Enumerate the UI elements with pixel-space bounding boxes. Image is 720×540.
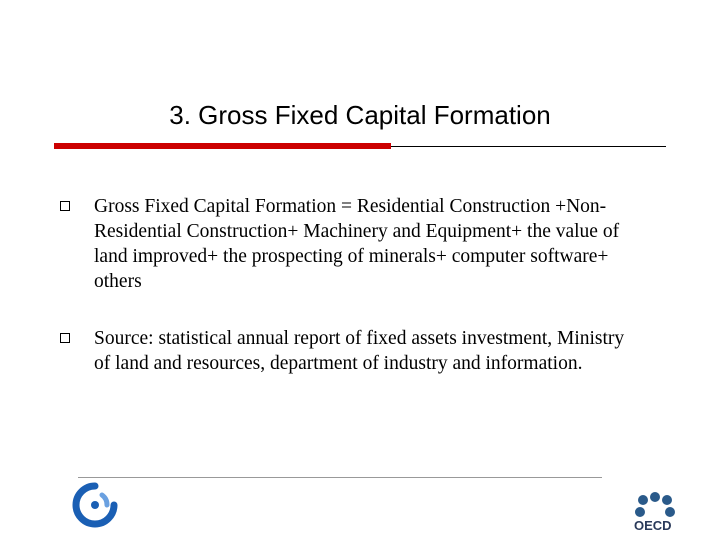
title-underline (54, 143, 666, 149)
bullet-text: Source: statistical annual report of fix… (94, 327, 640, 377)
slide-container: 3. Gross Fixed Capital Formation Gross F… (0, 0, 720, 540)
content-area: Gross Fixed Capital Formation = Resident… (0, 149, 720, 377)
square-bullet-icon (60, 201, 70, 211)
svg-text:OECD: OECD (634, 518, 672, 532)
bullet-text: Gross Fixed Capital Formation = Resident… (94, 195, 640, 295)
oecd-logo-icon: OECD (630, 488, 698, 532)
logo-left-icon (72, 482, 118, 528)
slide-title: 3. Gross Fixed Capital Formation (0, 0, 720, 143)
bullet-item: Source: statistical annual report of fix… (60, 327, 640, 377)
square-bullet-icon (60, 333, 70, 343)
footer-divider (78, 477, 602, 478)
title-red-bar (54, 143, 391, 149)
bullet-item: Gross Fixed Capital Formation = Resident… (60, 195, 640, 295)
